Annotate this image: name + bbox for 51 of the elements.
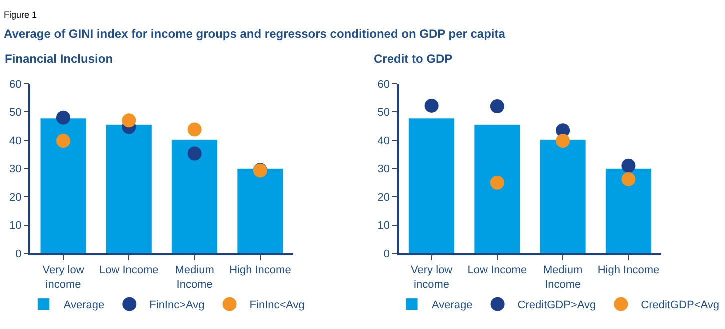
y-tick-label: 0 bbox=[384, 248, 390, 260]
x-tick-label: Medium Income bbox=[544, 264, 583, 291]
x-tick-label: High Income bbox=[598, 264, 660, 276]
point bbox=[490, 100, 504, 114]
legend-label: CreditGDP>Avg bbox=[518, 300, 596, 312]
point bbox=[188, 146, 202, 161]
legend-label: CreditGDP<Avg bbox=[641, 300, 720, 312]
point bbox=[56, 110, 71, 125]
bar bbox=[237, 168, 284, 254]
chart-title: Financial Inclusion bbox=[5, 52, 114, 66]
caption: Figure 1 bbox=[4, 10, 38, 20]
x-tick-label: Low Income bbox=[99, 264, 159, 276]
bar bbox=[172, 140, 218, 254]
y-tick-label: 60 bbox=[9, 78, 22, 91]
point bbox=[424, 98, 439, 113]
bar bbox=[474, 124, 521, 254]
y-tick-label: 50 bbox=[378, 107, 390, 120]
y-tick-label: 60 bbox=[378, 78, 390, 91]
x-tick-label: Very low income bbox=[42, 264, 84, 291]
y-tick-label: 20 bbox=[378, 192, 390, 204]
y-tick-label: 40 bbox=[9, 135, 22, 148]
legend-label: Average bbox=[64, 300, 105, 312]
x-tick-label: Very low income bbox=[411, 264, 453, 291]
bar bbox=[40, 118, 87, 254]
legend-label: FinInc>Avg bbox=[150, 300, 205, 312]
chart-title: Credit to GDP bbox=[374, 52, 453, 66]
bar bbox=[408, 118, 456, 254]
bar bbox=[540, 140, 586, 254]
point bbox=[490, 176, 504, 190]
x-tick-label: Low Income bbox=[468, 264, 528, 276]
text: Average of GINI index for income groups and regressors conditioned on GDP per capita bbox=[4, 27, 506, 41]
y-tick-label: 0 bbox=[16, 248, 22, 260]
y-tick-label: 30 bbox=[378, 164, 390, 176]
y-tick-label: 40 bbox=[378, 135, 390, 148]
y-tick-label: 10 bbox=[378, 220, 390, 232]
x-tick-label: High Income bbox=[230, 264, 292, 276]
bar bbox=[106, 124, 152, 254]
legend-label: Average bbox=[432, 300, 473, 312]
y-tick-label: 50 bbox=[9, 107, 22, 120]
y-tick-label: 10 bbox=[9, 220, 22, 232]
point bbox=[622, 158, 636, 173]
point bbox=[188, 122, 202, 137]
x-tick-label: Medium Income bbox=[175, 264, 214, 291]
y-tick-label: 30 bbox=[9, 164, 22, 176]
bar bbox=[605, 168, 652, 254]
point bbox=[556, 134, 570, 148]
legend-label: FinInc<Avg bbox=[250, 300, 305, 312]
point bbox=[56, 134, 71, 148]
point bbox=[122, 114, 136, 128]
point bbox=[622, 172, 636, 186]
y-tick-label: 20 bbox=[9, 192, 22, 204]
